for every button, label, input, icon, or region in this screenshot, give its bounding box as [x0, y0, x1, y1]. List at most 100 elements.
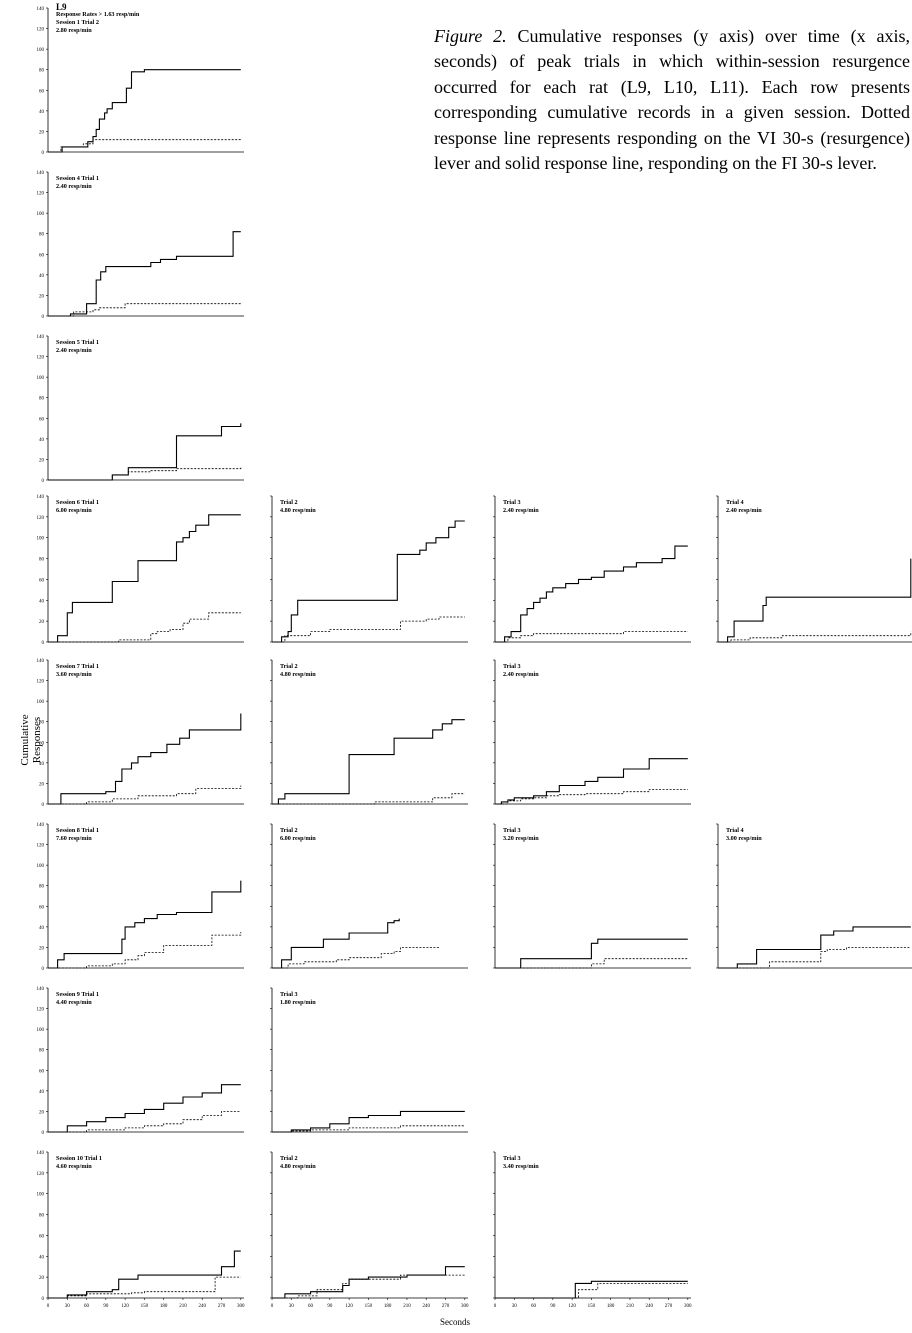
fi-response-line	[495, 938, 688, 969]
y-tick-label: 100	[37, 700, 45, 705]
caption-text: Cumulative responses (y axis) over time …	[434, 26, 910, 174]
panel-label: Response Rates > 1.63 resp/min	[56, 11, 140, 18]
panel-label: 3.40 resp/min	[503, 1163, 539, 1170]
y-tick-label: 40	[39, 1255, 45, 1260]
panel-16: Trial 31.80 resp/min	[270, 987, 468, 1133]
panel-label: Trial 4	[726, 827, 744, 834]
x-tick-label: 270	[665, 1304, 673, 1309]
y-tick-label: 60	[39, 741, 45, 746]
y-tick-label: 40	[39, 926, 45, 931]
panel-label: 2.40 resp/min	[56, 183, 92, 190]
x-tick-label: 240	[645, 1304, 653, 1309]
figure-caption: Figure 2. Cumulative responses (y axis) …	[434, 24, 910, 176]
panel-label: 2.40 resp/min	[503, 671, 539, 678]
panel-label: Session 9 Trial 1	[56, 991, 99, 998]
y-tick-label: 80	[39, 1049, 45, 1054]
x-tick-label: 0	[47, 1304, 50, 1309]
caption-lead: Figure 2.	[434, 26, 507, 46]
y-tick-label: 60	[39, 1069, 45, 1074]
panel-label: Trial 2	[280, 663, 298, 670]
x-tick-label: 0	[494, 1304, 497, 1309]
x-tick-label: 150	[141, 1304, 149, 1309]
y-tick-label: 120	[37, 192, 45, 197]
panel-label: Trial 3	[503, 499, 521, 506]
x-tick-label: 60	[84, 1304, 90, 1309]
vi-response-line	[495, 1283, 688, 1299]
y-tick-label: 100	[37, 537, 45, 542]
panel-label: Trial 2	[280, 1155, 298, 1162]
x-tick-label: 0	[271, 1304, 274, 1309]
y-tick-label: 140	[37, 987, 45, 992]
panel-label: 6.00 resp/min	[280, 835, 316, 842]
vi-response-line	[495, 958, 688, 969]
y-tick-label: 80	[39, 233, 45, 238]
y-tick-label: 60	[39, 417, 45, 422]
fi-response-line	[495, 545, 688, 643]
panel-label: 2.40 resp/min	[56, 347, 92, 354]
panel-label: Session 1 Trial 2	[56, 19, 99, 26]
y-tick-label: 100	[37, 1193, 45, 1198]
y-tick-label: 20	[39, 782, 45, 787]
x-tick-label: 180	[384, 1304, 392, 1309]
x-tick-label: 90	[103, 1304, 109, 1309]
x-tick-label: 90	[327, 1304, 333, 1309]
y-tick-label: 80	[39, 397, 45, 402]
y-tick-label: 140	[37, 1151, 45, 1156]
panel-label: 4.80 resp/min	[280, 507, 316, 514]
x-tick-label: 270	[442, 1304, 450, 1309]
fi-response-line	[718, 926, 911, 969]
panel-label: Trial 4	[726, 499, 744, 506]
y-tick-label: 20	[39, 946, 45, 951]
y-tick-label: 140	[37, 335, 45, 340]
y-tick-label: 20	[39, 294, 45, 299]
x-tick-label: 300	[684, 1304, 692, 1309]
panel-label: 6.00 resp/min	[56, 507, 92, 514]
y-tick-label: 140	[37, 171, 45, 176]
panel-label: 7.60 resp/min	[56, 835, 92, 842]
panel-11: 0 20 40 60 80 100 120 140 Session 8 Trial 17.60 …	[37, 823, 244, 972]
panel-10: Trial 32.40 resp/min	[493, 659, 691, 805]
y-tick-label: 40	[39, 438, 45, 443]
panel-label: Session 8 Trial 1	[56, 827, 99, 834]
panel-12: Trial 26.00 resp/min	[270, 823, 468, 969]
panel-label: 2.40 resp/min	[726, 507, 762, 514]
vi-response-line	[48, 932, 242, 969]
y-tick-label: 0	[42, 967, 45, 972]
y-tick-label: 0	[42, 1131, 45, 1136]
panel-label: 3.20 resp/min	[503, 835, 539, 842]
x-tick-label: 270	[218, 1304, 226, 1309]
y-tick-label: 120	[37, 844, 45, 849]
x-tick-label: 180	[160, 1304, 168, 1309]
fi-response-line	[272, 719, 465, 805]
panel-label: 4.80 resp/min	[280, 1163, 316, 1170]
vi-response-line	[48, 1276, 241, 1299]
panel-label: Session 6 Trial 1	[56, 499, 99, 506]
panel-3: 0 20 40 60 80 100 120 140 Session 5 Trial 12.40 …	[37, 335, 244, 484]
panel-8: 0 20 40 60 80 100 120 140 Session 7 Trial 13.60 …	[37, 659, 244, 808]
y-tick-label: 40	[39, 110, 45, 115]
x-tick-label: 120	[568, 1304, 576, 1309]
panel-label: Trial 3	[503, 1155, 521, 1162]
vi-response-line	[272, 1274, 465, 1299]
panel-label: 3.60 resp/min	[56, 671, 92, 678]
vi-response-line	[48, 139, 241, 153]
panel-2: 0 20 40 60 80 100 120 140 Session 4 Trial 12.40 …	[37, 171, 244, 320]
fi-response-line	[718, 558, 912, 643]
y-tick-label: 140	[37, 7, 45, 12]
y-tick-label: 20	[39, 1110, 45, 1115]
vi-response-line	[272, 616, 465, 643]
y-tick-label: 60	[39, 89, 45, 94]
fi-response-line	[272, 1110, 465, 1133]
panel-label: 2.80 resp/min	[56, 27, 92, 34]
panel-label: 4.80 resp/min	[280, 671, 316, 678]
vi-response-line	[495, 789, 688, 805]
vi-response-line	[718, 631, 912, 643]
vi-response-line	[718, 947, 911, 969]
panel-7: Trial 42.40 resp/min	[716, 495, 912, 643]
panel-label: Session 7 Trial 1	[56, 663, 99, 670]
y-tick-label: 20	[39, 458, 45, 463]
fi-response-line	[48, 69, 241, 153]
y-tick-label: 80	[39, 69, 45, 74]
y-tick-label: 80	[39, 1214, 45, 1219]
fi-response-line	[272, 918, 400, 969]
